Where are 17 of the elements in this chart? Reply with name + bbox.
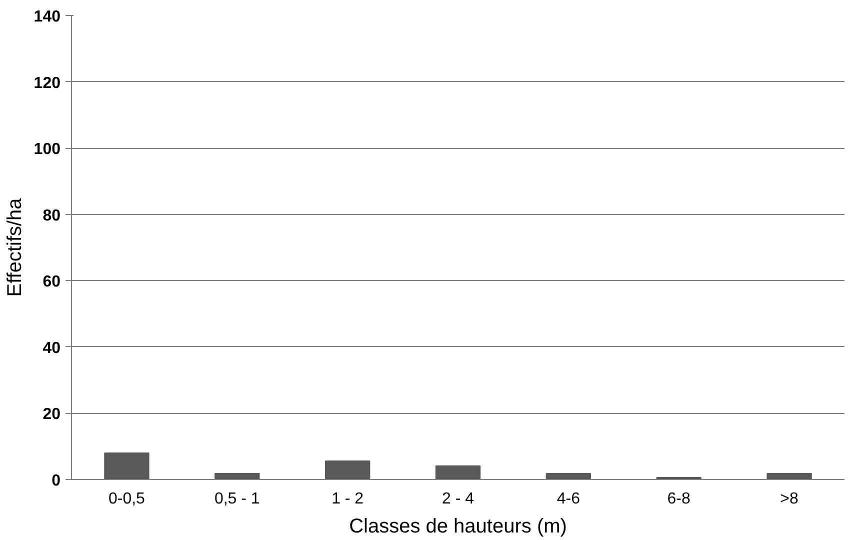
y-tick-label: 0: [52, 472, 61, 490]
y-axis-title: Effectifs/ha: [4, 197, 26, 297]
y-tick-label: 80: [42, 207, 61, 224]
y-tick-label: 100: [34, 141, 61, 158]
x-tick-label: 2 - 4: [442, 490, 474, 508]
x-tick-label: 4-6: [556, 490, 580, 508]
y-tick-label: 20: [42, 406, 61, 424]
x-tick-label: >8: [780, 490, 799, 508]
x-axis-title: Classes de hauteurs (m): [349, 516, 567, 538]
x-tick-label: 0,5 - 1: [214, 490, 260, 508]
x-tick-label: 6-8: [667, 490, 691, 508]
x-tick-label: 0-0,5: [108, 490, 146, 508]
y-tick-label: 120: [34, 74, 61, 92]
y-tick-label: 60: [42, 274, 61, 291]
y-tick-label: 40: [42, 340, 61, 357]
y-tick-label: 140: [34, 8, 61, 26]
x-tick-label: 1 - 2: [332, 490, 364, 508]
